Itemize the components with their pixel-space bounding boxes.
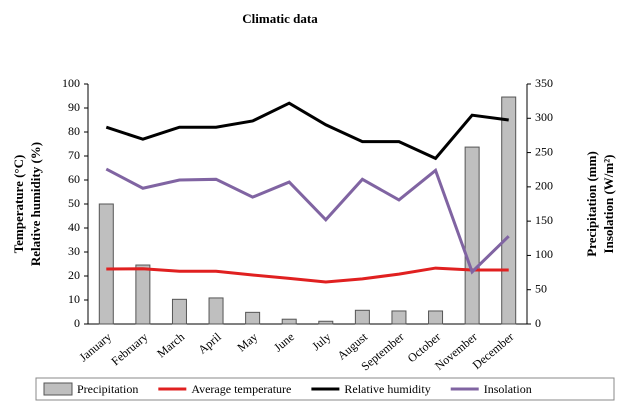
x-tick-label: February <box>108 330 150 369</box>
legend-label: Insolation <box>484 382 532 396</box>
bar <box>171 298 187 325</box>
x-tick-label: March <box>154 330 187 361</box>
chart-title: Climatic data <box>242 11 318 26</box>
bar <box>318 320 334 325</box>
y-tick-label: 0 <box>74 316 80 330</box>
x-tick-label: June <box>271 330 297 355</box>
legend-label: Average temperature <box>191 382 291 396</box>
legend-swatch <box>43 382 73 396</box>
y2-tick-label: 200 <box>535 179 553 193</box>
y2-tick-label: 0 <box>535 316 541 330</box>
y-tick-label: 70 <box>68 148 80 162</box>
y2-axis-label: Insolation (W/m²) <box>601 155 616 254</box>
legend-label: Precipitation <box>77 382 138 396</box>
y2-tick-label: 300 <box>535 110 553 124</box>
y-tick-label: 100 <box>62 76 80 90</box>
line <box>105 101 509 161</box>
bar <box>208 297 224 325</box>
y-tick-label: 90 <box>68 100 80 114</box>
x-tick-label: December <box>470 330 517 372</box>
y-tick-label: 50 <box>68 196 80 210</box>
bar <box>245 311 261 325</box>
bar <box>428 310 444 325</box>
y-axis-label: Temperature (°C) <box>11 155 26 254</box>
y2-tick-label: 250 <box>535 144 553 158</box>
y-tick-label: 20 <box>68 268 80 282</box>
x-tick-label: April <box>195 329 224 356</box>
bar <box>464 146 480 325</box>
x-tick-label: January <box>76 330 114 365</box>
y2-tick-label: 50 <box>535 281 547 295</box>
y-axis-label: Relative humidity (%) <box>28 142 43 266</box>
y2-axis-label: Precipitation (mm) <box>584 151 599 257</box>
legend-label: Relative humidity <box>344 382 430 396</box>
line <box>105 167 510 275</box>
y2-tick-label: 150 <box>535 213 553 227</box>
bar <box>135 264 151 325</box>
y-tick-label: 80 <box>68 124 80 138</box>
bar <box>391 310 407 325</box>
x-tick-label: July <box>309 330 333 354</box>
x-tick-label: May <box>234 330 260 355</box>
legend-box <box>35 377 615 401</box>
bar <box>354 309 370 325</box>
y2-tick-label: 100 <box>535 247 553 261</box>
y-tick-label: 40 <box>68 220 80 234</box>
bar <box>501 96 517 325</box>
y-tick-label: 60 <box>68 172 80 186</box>
bar <box>98 203 114 325</box>
bar <box>281 318 297 325</box>
y-tick-label: 30 <box>68 244 80 258</box>
y2-tick-label: 350 <box>535 76 553 90</box>
line <box>106 266 509 284</box>
y-tick-label: 10 <box>68 292 80 306</box>
